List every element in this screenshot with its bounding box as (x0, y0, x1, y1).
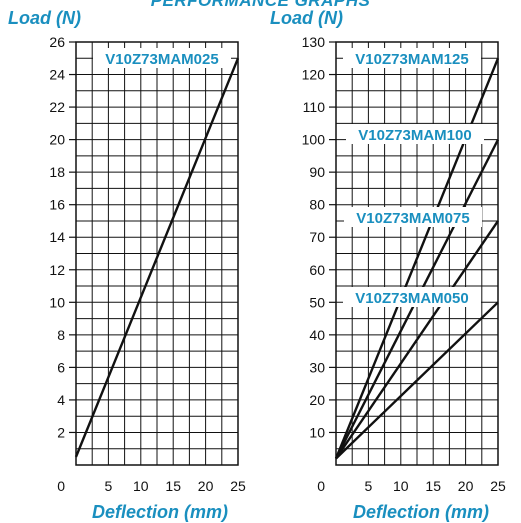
x-axis-label: Deflection (mm) (92, 502, 228, 522)
chart-right: 10 20 30 40 50 60 70 80 90 100 110 120 130 0 5 10 15 20 25… (270, 8, 506, 522)
y-tick-label: 24 (49, 67, 65, 83)
y-tick-label: 10 (309, 424, 325, 440)
y-tick-label: 110 (303, 99, 326, 115)
series-label-box (343, 287, 481, 307)
series-label-box (93, 48, 231, 68)
series-line-v10z73mam025 (74, 57, 240, 458)
series-label-box (344, 207, 482, 227)
x-tick-label: 15 (165, 478, 181, 494)
y-axis-label: Load (N) (8, 8, 81, 28)
y-tick-label: 10 (49, 294, 65, 310)
x-tick-label: 15 (425, 478, 441, 494)
series-label-box (346, 124, 484, 144)
series-label: V10Z73MAM050 (355, 290, 468, 307)
x-tick-label: 20 (198, 478, 214, 494)
y-tick-label: 130 (302, 34, 326, 50)
series-label: V10Z73MAM075 (356, 210, 469, 227)
y-tick-label: 16 (49, 197, 65, 213)
y-tick-label: 30 (309, 359, 325, 375)
x-tick-label: 0 (317, 478, 325, 494)
series-label: V10Z73MAM025 (105, 51, 218, 68)
x-tick-label: 10 (133, 478, 149, 494)
x-tick-label: 5 (105, 478, 113, 494)
y-axis-label: Load (N) (270, 8, 343, 28)
x-tick-label: 25 (230, 478, 246, 494)
series-label-box (343, 48, 481, 68)
y-tick-label: 50 (309, 294, 325, 310)
y-tick-label: 60 (309, 262, 325, 278)
y-tick-label: 12 (49, 262, 65, 278)
y-tick-label: 90 (309, 164, 325, 180)
series-line-v10z73mam075 (335, 220, 499, 460)
y-tick-label: 18 (49, 164, 65, 180)
y-tick-label: 80 (309, 197, 325, 213)
x-tick-label: 25 (490, 478, 506, 494)
y-tick-label: 14 (49, 229, 65, 245)
y-tick-label: 8 (57, 327, 65, 343)
page-title: PERFORMANCE GRAPHS (150, 0, 371, 10)
series-label: V10Z73MAM125 (355, 51, 468, 68)
y-tick-label: 70 (309, 229, 325, 245)
y-tick-label: 4 (57, 392, 65, 408)
y-tick-label: 6 (57, 359, 65, 375)
series-line-v10z73mam050 (335, 301, 499, 460)
y-tick-label: 40 (309, 327, 325, 343)
plot-frame (75, 41, 239, 466)
y-tick-label: 100 (302, 132, 326, 148)
x-tick-label: 20 (458, 478, 474, 494)
y-tick-label: 20 (309, 392, 325, 408)
x-tick-label: 5 (365, 478, 373, 494)
y-tick-label: 120 (302, 67, 326, 83)
y-tick-label: 22 (49, 99, 65, 115)
y-tick-label: 20 (49, 132, 65, 148)
series-label: V10Z73MAM100 (358, 127, 471, 144)
x-axis-label: Deflection (mm) (353, 502, 489, 522)
y-tick-label: 26 (49, 34, 65, 50)
plot-frame (335, 41, 499, 466)
x-tick-label: 10 (393, 478, 409, 494)
y-tick-label: 2 (57, 424, 65, 440)
x-tick-label: 0 (57, 478, 65, 494)
